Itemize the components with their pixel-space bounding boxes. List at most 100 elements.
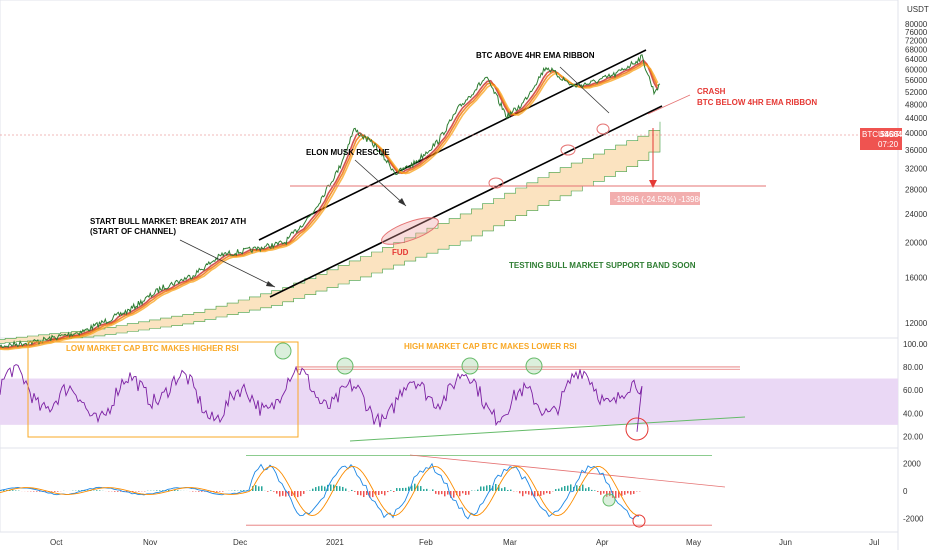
macd-bar [276,491,278,494]
macd-bar [339,486,341,491]
macd-bar [438,491,440,495]
macd-bar [138,491,140,492]
price-tick-label: 32000 [905,164,928,173]
macd-bar [291,491,293,497]
macd-bar [198,491,200,492]
macd-bar [567,485,569,491]
marker-circle [560,144,576,156]
rsi-band [0,378,898,425]
macd-axis: 2000 0 -2000 [903,460,924,524]
macd-bar [426,488,428,491]
macd-bar [33,491,35,492]
macd-bar [132,491,134,492]
macd-bar [444,491,446,497]
annotation-arrows [179,66,691,288]
macd-bar [255,485,257,491]
rsi-pane: LOW MARKET CAP BTC MAKES HIGHER RSI HIGH… [0,341,898,442]
rsi-high-label: HIGH MARKET CAP BTC MAKES LOWER RSI [404,342,577,351]
macd-bar [45,491,47,492]
macd-bar [450,491,452,498]
macd-bar [558,488,560,491]
bull-market-label-2: (START OF CHANNEL) [90,227,176,236]
macd-bar [432,489,434,491]
macd-bar [162,490,164,491]
macd-bar [267,491,269,492]
macd-histogram [0,483,641,499]
macd-bar [546,491,548,494]
macd-bar [57,491,59,492]
measure-label: -13986 (-24.52%) -13986 [614,195,704,204]
macd-bar [234,490,236,491]
macd-bar [525,491,527,494]
macd-bar [378,491,380,495]
macd-bar [279,491,281,497]
macd-bar [447,491,449,495]
macd-bar [420,486,422,491]
countdown: 07:20 [878,140,899,149]
rsi-tick-label: 60.00 [903,386,924,395]
macd-bar [588,487,590,491]
macd-bar [633,491,635,494]
macd-bar [387,491,389,493]
channel-upper [258,49,647,241]
crash-label: CRASH [697,87,726,96]
macd-bar [201,491,203,492]
price-tick-label: 68000 [905,46,928,55]
price-tick-label: 40000 [905,129,928,138]
macd-bar [606,491,608,497]
rsi-tick-label: 100.00 [903,340,928,349]
macd-bar [372,491,374,498]
macd-bar [357,491,359,495]
rsi-trendline [349,416,746,442]
macd-bar [336,485,338,491]
macd-bar [528,491,530,495]
macd-tick-label: -2000 [903,514,924,523]
macd-bar [411,485,413,491]
time-tick-label: Jun [779,538,792,547]
fud-label: FUD [392,248,409,257]
macd-pane [0,454,726,528]
macd-bar [504,487,506,491]
price-tick-label: 60000 [905,65,928,74]
macd-bar [270,490,272,491]
last-price: 54664 [880,130,903,139]
macd-bar [582,484,584,491]
macd-bar [354,491,356,492]
macd-bar [477,489,479,491]
macd-bar [435,491,437,494]
macd-bar [597,491,599,492]
macd-bar [243,490,245,491]
measure-box [610,192,700,205]
price-tick-label: 52000 [905,88,928,97]
macd-bar [627,491,629,494]
time-tick-label: Apr [596,538,609,547]
ribbon-above-label: BTC ABOVE 4HR EMA RIBBON [476,51,595,60]
macd-bar [282,491,284,496]
macd-bar [399,488,401,491]
macd-bar [621,491,623,496]
time-tick-label: Feb [419,538,433,547]
macd-bar [501,488,503,491]
macd-bar [498,484,500,491]
macd-bar [315,487,317,491]
macd-bar [462,491,464,494]
marker-circle [596,123,610,135]
macd-bar [609,491,611,497]
macd-bar [390,490,392,491]
macd-bar [117,491,119,492]
rsi-tick-label: 20.00 [903,432,924,441]
annotations: START BULL MARKET: BREAK 2017 ATH (START… [90,51,817,270]
macd-bar [522,491,524,497]
macd-bar [351,489,353,491]
macd-bar [555,489,557,491]
macd-bar [96,490,98,491]
macd-bar [405,487,407,491]
support-band-area [0,121,661,344]
time-tick-label: Dec [233,538,247,547]
macd-bar [297,491,299,498]
macd-bar [216,491,218,492]
macd-bar [36,491,38,492]
macd-bar [624,491,626,495]
